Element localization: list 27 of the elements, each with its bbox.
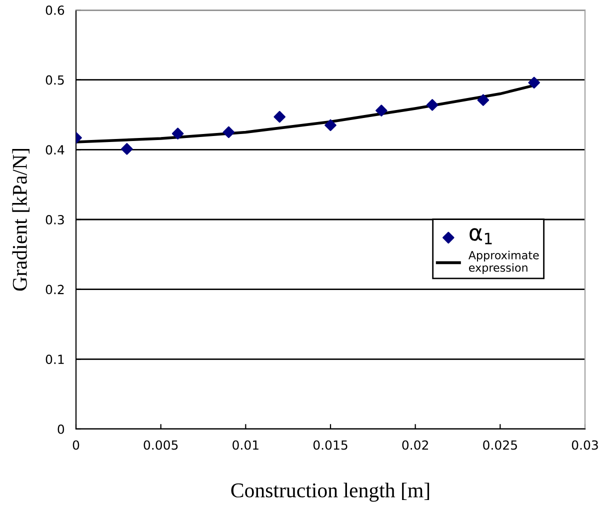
legend-label: α$_{1}$ [470, 228, 492, 244]
legend-label: Approximate expression [468, 250, 539, 274]
y-tick-label: 0 [58, 424, 64, 434]
point [477, 94, 490, 106]
y-tick-label: 0.2 [46, 284, 64, 294]
point [172, 128, 184, 140]
x-tick-label: 0.03 [572, 440, 598, 450]
y-tick-label: 0.6 [46, 5, 64, 15]
x-tick-label: 0.02 [402, 440, 428, 450]
x-tick-label: 0.005 [144, 440, 178, 450]
x-tick-label: 0.015 [313, 440, 348, 450]
x-axis-title: Construction length [m] [231, 482, 430, 502]
x-tick-label: 0.01 [232, 440, 258, 450]
point [222, 126, 235, 138]
x-tick-label: 0 [72, 440, 80, 450]
point [121, 143, 133, 155]
y-tick-label: 0.1 [46, 354, 64, 364]
y-tick-label: 0.4 [46, 145, 64, 155]
point [274, 110, 286, 123]
y-tick-label: 0.5 [46, 75, 64, 85]
point [528, 76, 540, 89]
x-tick-label: 0.025 [483, 440, 517, 450]
point [426, 99, 438, 111]
point [324, 119, 336, 132]
y-tick-label: 0.3 [46, 214, 64, 224]
y-axis-title: Gradient [kPa/N] [12, 149, 30, 291]
point [376, 104, 388, 116]
